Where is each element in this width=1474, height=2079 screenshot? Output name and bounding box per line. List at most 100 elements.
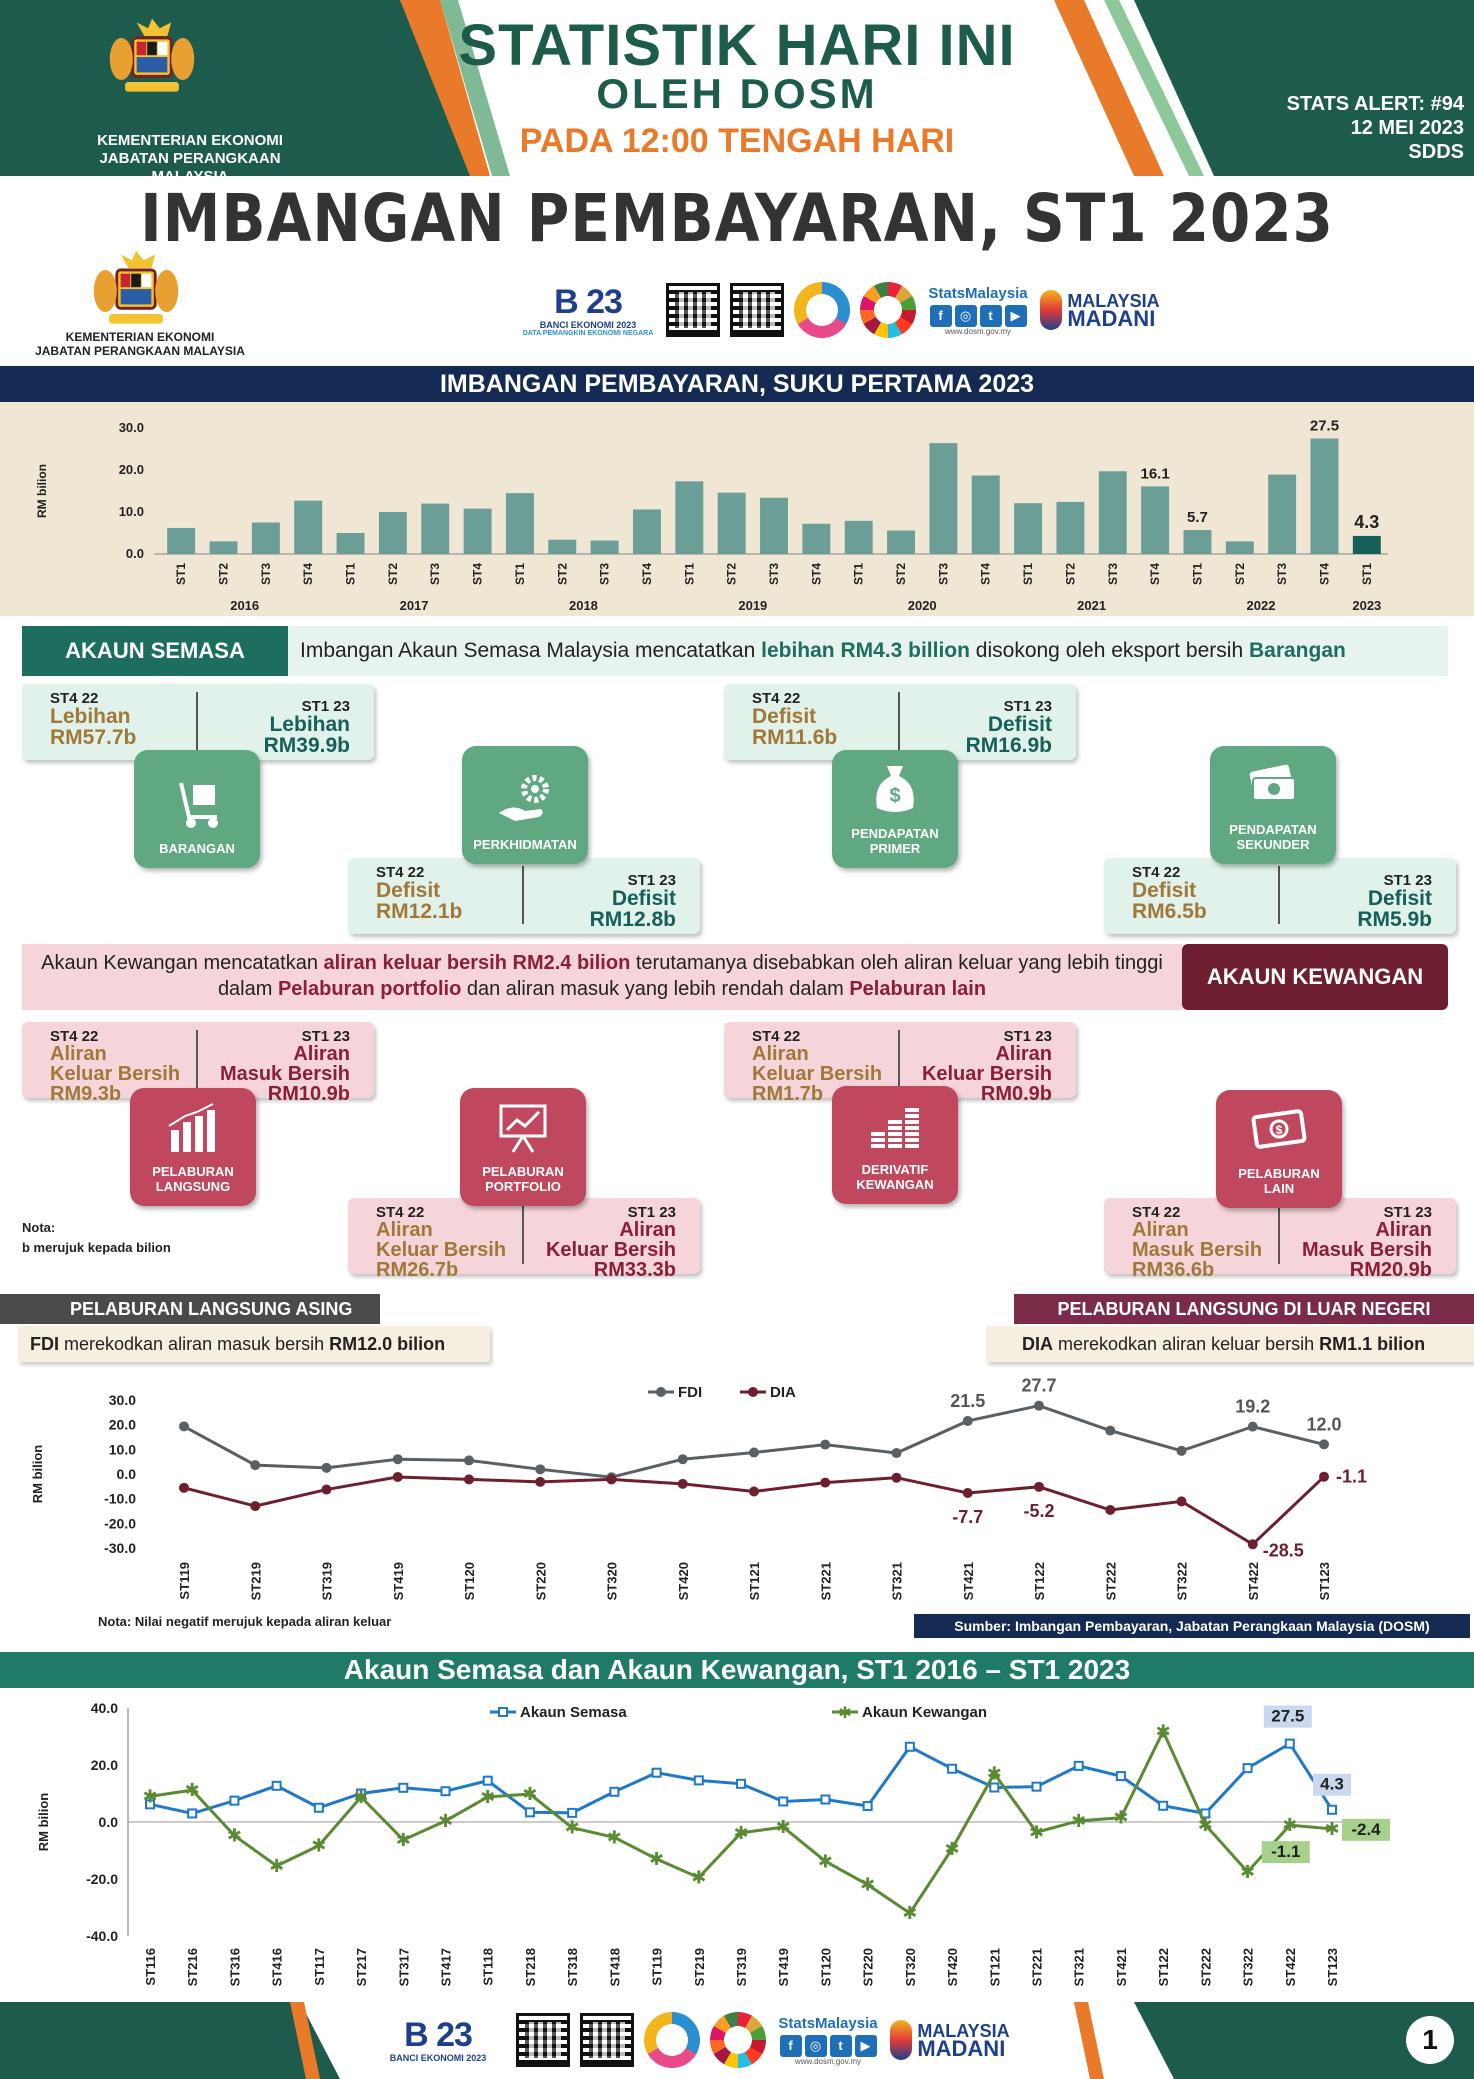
qr-code-icon[interactable] (666, 283, 720, 337)
y-tick-label: 0.0 (99, 1814, 119, 1830)
x-tick-label: ST4 (301, 563, 315, 585)
summary-highlight: Pelaburan portfolio (277, 978, 462, 1000)
curr-quarter-value: Lebihan RM39.9b (263, 713, 350, 757)
x-tick-label: ST122 (1156, 1948, 1171, 1986)
x-tick-label: ST3 (936, 563, 950, 585)
category-label: PERKHIDMATAN (473, 837, 577, 852)
year-label: 2023 (1352, 598, 1381, 613)
data-point (440, 1786, 451, 1797)
stats-malaysia-name: StatsMalaysia (778, 2014, 878, 2032)
data-point (1105, 1425, 1116, 1436)
summary-highlight: Barangan (1248, 639, 1346, 662)
derivatives-value-card: ST4 22 Aliran Keluar Bersih RM1.7b ST1 2… (724, 1022, 1076, 1104)
prev-quarter-label: ST4 22 (50, 1028, 99, 1045)
x-tick-label: ST119 (650, 1948, 665, 1986)
data-point (1034, 1400, 1044, 1411)
secondary-income-category: PENDAPATAN SEKUNDER (1210, 746, 1336, 864)
data-point (947, 1763, 958, 1774)
x-tick-label: ST220 (533, 1562, 548, 1600)
qr-code-icon[interactable] (730, 283, 784, 337)
twitter-icon[interactable]: t (829, 2034, 852, 2057)
footnote-text: b merujuk kepada bilion (22, 1240, 171, 1255)
source-label: Sumber: Imbangan Pembayaran, Jabatan Per… (914, 1614, 1470, 1638)
ministry-line: KEMENTERIAN EKONOMI (97, 132, 283, 149)
data-point (1031, 1781, 1042, 1792)
instagram-icon[interactable]: ◎ (804, 2034, 827, 2057)
bar (844, 520, 873, 554)
data-label: -7.7 (952, 1507, 983, 1527)
financial-account-summary: Akaun Kewangan mencatatkan aliran keluar… (22, 944, 1182, 1010)
data-point: ✱ (776, 1817, 791, 1837)
data-point (1105, 1505, 1116, 1516)
x-tick-label: ST1 (513, 563, 527, 585)
year-label: 2019 (738, 598, 767, 613)
stats-url[interactable]: www.dosm.gov.my (944, 326, 1012, 336)
youtube-icon[interactable]: ▶ (1004, 304, 1027, 327)
facebook-icon[interactable]: f (779, 2034, 802, 2057)
bar (929, 443, 958, 554)
data-point (464, 1455, 474, 1466)
data-label-box (1263, 1705, 1312, 1728)
qr-code-icon[interactable] (580, 2013, 634, 2067)
page-footer: B 23 BANCI EKONOMI 2023 StatsMalaysia f … (0, 2002, 1474, 2079)
data-point: ✱ (269, 1856, 284, 1876)
banci-logo-tagline: DATA PEMANGKIN EKONOMI NEGARA (522, 329, 654, 337)
bar-growth-icon (163, 1100, 223, 1156)
data-point (962, 1487, 973, 1498)
note-text: merekodkan aliran keluar bersih (1053, 1334, 1320, 1354)
x-tick-label: ST318 (565, 1948, 580, 1986)
data-label-box (1342, 1818, 1390, 1841)
x-tick-label: ST417 (439, 1948, 454, 1986)
x-tick-label: ST322 (1241, 1948, 1256, 1986)
youtube-icon[interactable]: ▶ (854, 2034, 877, 2057)
legend-marker (498, 1707, 508, 1717)
data-point (820, 1439, 831, 1450)
stats-malaysia-logo: StatsMalaysia f ◎ t ▶ www.dosm.gov.my (776, 2010, 880, 2070)
data-point (1115, 1771, 1126, 1782)
stats-malaysia-name: StatsMalaysia (928, 284, 1028, 302)
data-point (250, 1501, 261, 1512)
facebook-icon[interactable]: f (929, 304, 952, 327)
category-label: BARANGAN (159, 841, 235, 856)
ministry-line: JABATAN PERANGKAAN MALAYSIA (35, 344, 245, 358)
data-point: ✱ (1113, 1808, 1128, 1828)
bar (1268, 474, 1297, 554)
data-label-box (1313, 1773, 1351, 1796)
summary-text: terutamanya disebabkan oleh aliran kelua… (217, 952, 1163, 1000)
data-point (1319, 1439, 1329, 1450)
data-point (1034, 1481, 1044, 1492)
data-point (482, 1775, 493, 1786)
x-tick-label: ST117 (312, 1948, 327, 1986)
card-divider (898, 1030, 900, 1088)
bar (167, 527, 196, 554)
data-point (891, 1448, 902, 1459)
alert-number: STATS ALERT: #94 (1286, 93, 1464, 115)
y-tick-label: 30.0 (119, 420, 144, 435)
curr-quarter-value: Aliran Masuk Bersih RM10.9b (219, 1043, 350, 1105)
data-point (1158, 1800, 1169, 1811)
prev-quarter-value: Aliran Keluar Bersih RM1.7b (752, 1043, 883, 1105)
data-label: 5.7 (1187, 509, 1208, 526)
summary-highlight: lebihan RM4.3 billion (761, 639, 970, 662)
data-point (313, 1802, 324, 1813)
curr-quarter-label: ST1 23 (1003, 698, 1052, 715)
twitter-icon[interactable]: t (979, 304, 1002, 327)
data-point (179, 1482, 189, 1493)
instagram-icon[interactable]: ◎ (954, 304, 977, 327)
note-text: merekodkan aliran masuk bersih (59, 1334, 330, 1354)
category-label: PELABURAN LAIN (1238, 1166, 1320, 1196)
qr-code-icon[interactable] (516, 2013, 570, 2067)
other-investment-value-card: ST4 22 Aliran Masuk Bersih RM36.6b ST1 2… (1104, 1198, 1456, 1280)
note-highlight: RM12.0 bilion (329, 1334, 446, 1354)
madani-mark-icon (1040, 290, 1063, 330)
card-divider (196, 692, 198, 750)
data-point (179, 1421, 189, 1432)
legend-label: Akaun Semasa (520, 1704, 627, 1721)
ministry-label: KEMENTERIAN EKONOMI JABATAN PERANGKAAN M… (30, 330, 250, 358)
stats-url[interactable]: www.dosm.gov.my (794, 2056, 862, 2066)
data-point (535, 1464, 546, 1475)
ministry-line: KEMENTERIAN EKONOMI (65, 330, 215, 344)
bar (336, 533, 365, 554)
prev-quarter-value: Aliran Masuk Bersih RM36.6b (1132, 1219, 1263, 1281)
data-point (1247, 1539, 1258, 1550)
